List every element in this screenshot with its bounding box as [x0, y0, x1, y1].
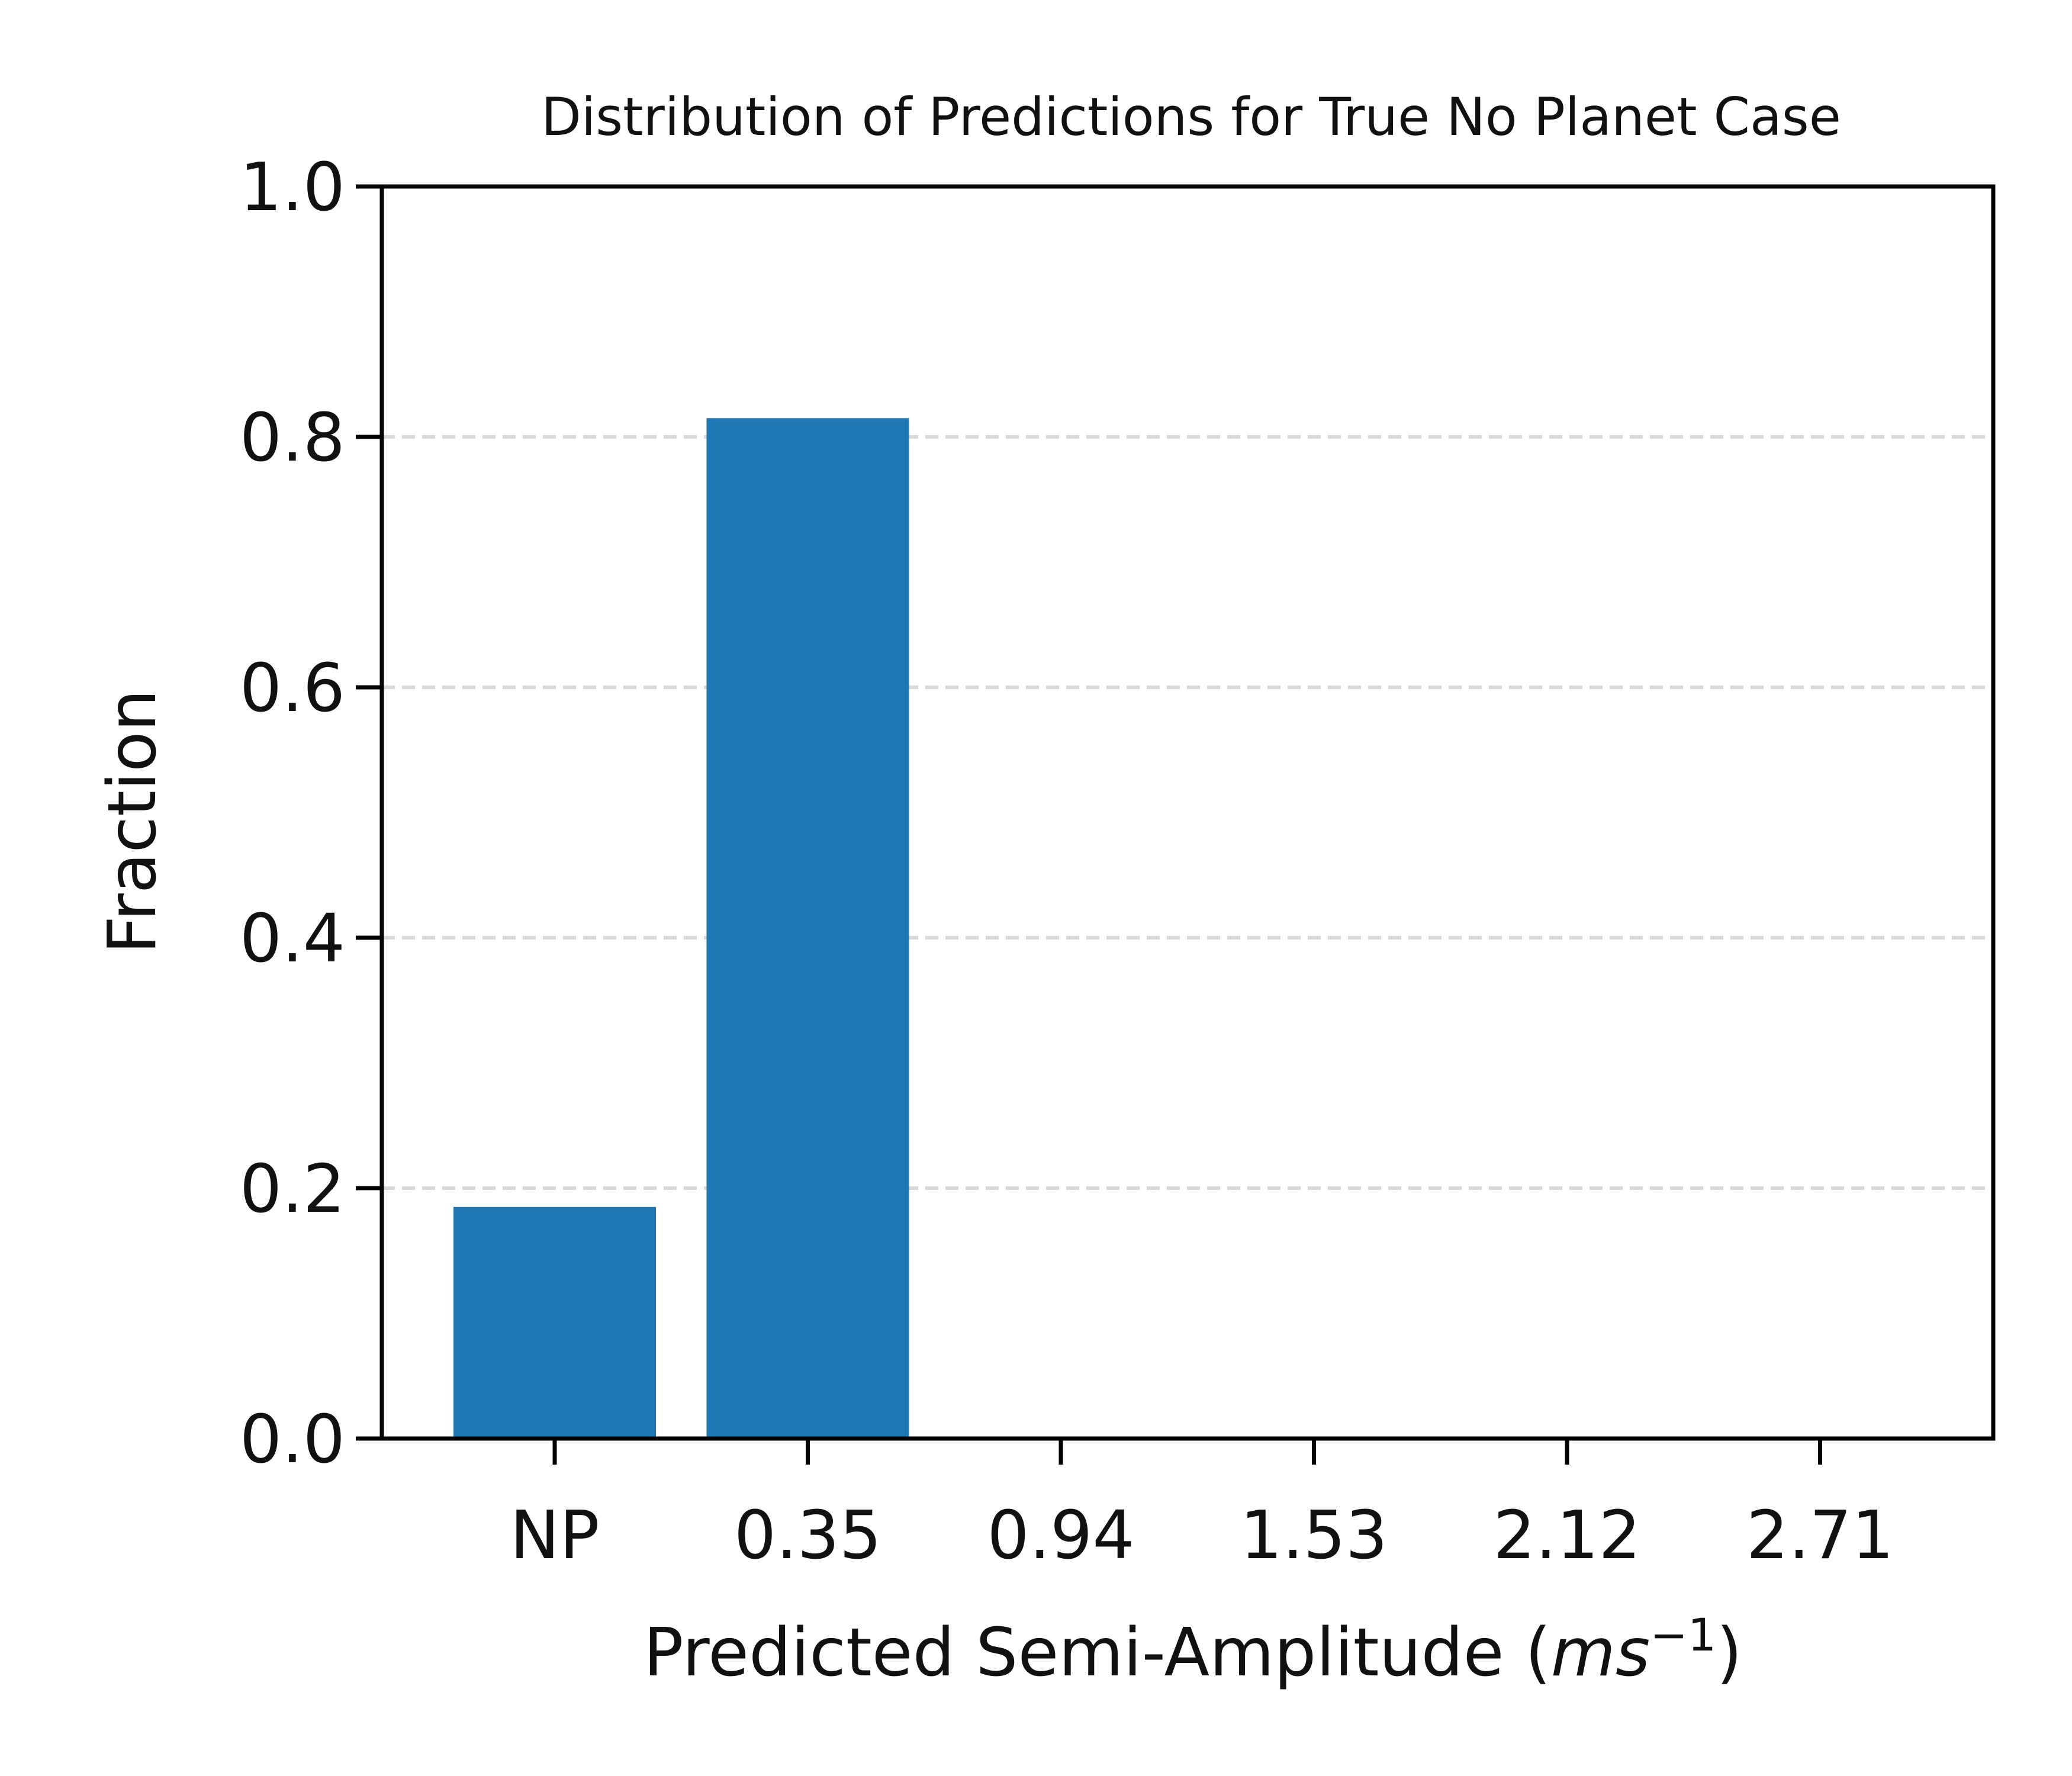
x-tick-label-3: 1.53 — [1240, 1497, 1388, 1574]
bar-1 — [706, 418, 909, 1439]
gridlines — [382, 435, 1993, 1190]
bar-0 — [453, 1206, 656, 1439]
x-axis-label-unit: ms — [1551, 1614, 1650, 1691]
y-tick-label-0: 0.0 — [240, 1401, 345, 1478]
x-axis-label: Predicted Semi-Amplitude (ms−1) — [644, 1608, 1742, 1691]
x-tick-label-4: 2.12 — [1493, 1497, 1640, 1574]
axes: 0.0 0.2 0.4 0.6 0.8 1.0 NP 0.35 0.94 1.53 2.12 2.71 — [240, 149, 1996, 1574]
chart-title: Distribution of Predictions for True No … — [541, 86, 1841, 147]
y-tick-label-4: 0.8 — [240, 400, 345, 477]
bars — [453, 418, 909, 1439]
y-tick-label-5: 1.0 — [240, 149, 345, 226]
y-tick-label-3: 0.6 — [240, 650, 345, 727]
x-tick-label-1: 0.35 — [734, 1497, 881, 1574]
x-tick-label-5: 2.71 — [1746, 1497, 1894, 1574]
plot-frame — [379, 184, 1996, 1441]
x-axis-label-exponent: −1 — [1650, 1608, 1716, 1661]
y-axis-label: Fraction — [94, 689, 171, 954]
x-tick-label-0: NP — [510, 1497, 599, 1574]
y-tick-label-2: 0.4 — [240, 900, 345, 977]
x-tick-label-2: 0.94 — [987, 1497, 1134, 1574]
y-tick-label-1: 0.2 — [240, 1151, 345, 1228]
x-axis-label-prefix: Predicted Semi-Amplitude ( — [644, 1614, 1551, 1691]
x-axis-label-suffix: ) — [1716, 1614, 1742, 1691]
